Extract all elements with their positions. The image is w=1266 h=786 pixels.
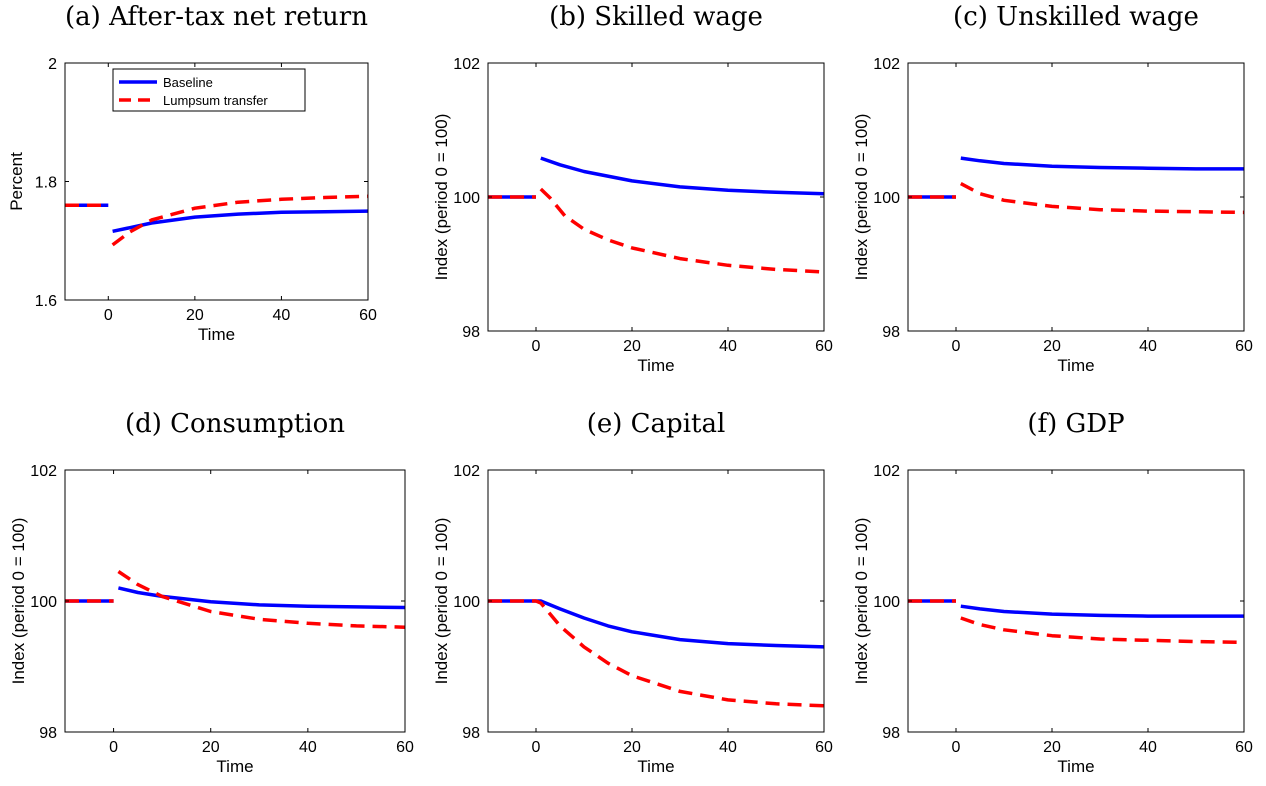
legend-box	[112, 68, 306, 112]
panel-title: (a) After-tax net return	[65, 2, 368, 32]
x-tick-label: 20	[623, 338, 641, 355]
baseline-line-segment-0	[488, 599, 824, 649]
x-tick-label: 20	[1043, 739, 1061, 756]
lumpsum-line-segment-1	[960, 616, 1244, 645]
legend: Baseline Lumpsum transfer	[112, 68, 306, 112]
x-tick-label: 20	[1043, 338, 1061, 355]
panel-title: (c) Unskilled wage	[953, 2, 1199, 32]
legend-baseline-label: Baseline	[163, 75, 213, 90]
x-tick-label: 40	[719, 739, 737, 756]
y-tick-label: 98	[882, 725, 900, 742]
panel-title: (f) GDP	[1027, 409, 1124, 439]
x-axis-label: Time	[216, 757, 253, 776]
x-tick-label: 40	[1139, 739, 1157, 756]
y-tick-label: 100	[30, 594, 57, 611]
x-axis-label: Time	[1057, 757, 1094, 776]
x-tick-label: 40	[299, 739, 317, 756]
x-tick-label: 60	[815, 739, 833, 756]
x-tick-label: 40	[273, 307, 291, 324]
panel-title: (e) Capital	[587, 409, 726, 439]
lumpsum-line-segment-1	[111, 194, 368, 247]
chart-panel-6: (f) GDP 0 20 40 60 98 100 102 Time Index (period …	[852, 409, 1253, 776]
x-tick-label: 60	[1235, 338, 1253, 355]
x-tick-label: 40	[719, 338, 737, 355]
y-tick-label: 98	[39, 725, 57, 742]
y-axis-label: Percent	[7, 152, 26, 211]
y-tick-label: 1.8	[35, 175, 57, 192]
x-tick-label: 0	[104, 307, 113, 324]
y-tick-label: 102	[453, 463, 480, 480]
chart-panel-2: (b) Skilled wage 0 20 40 60 98 100 102 Time Index…	[432, 2, 833, 375]
baseline-line-segment-1	[960, 604, 1244, 618]
x-axis-label: Time	[637, 356, 674, 375]
x-axis-label: Time	[198, 325, 235, 344]
x-tick-label: 0	[532, 338, 541, 355]
panel-title: (b) Skilled wage	[549, 2, 763, 32]
y-axis-label: Index (period 0 = 100)	[852, 518, 871, 685]
x-tick-label: 60	[815, 338, 833, 355]
y-tick-label: 102	[873, 56, 900, 73]
chart-panel-3: (c) Unskilled wage 0 20 40 60 98 100 102 Time Ind…	[852, 2, 1253, 375]
axes-frame	[907, 62, 1245, 332]
x-tick-label: 0	[109, 739, 118, 756]
axes-frame	[487, 62, 825, 332]
y-tick-label: 102	[453, 56, 480, 73]
y-tick-label: 1.6	[35, 293, 57, 310]
y-tick-label: 100	[453, 190, 480, 207]
baseline-line-segment-1	[117, 586, 405, 610]
lumpsum-line-segment-1	[959, 182, 1244, 215]
axes-frame	[907, 469, 1245, 733]
x-tick-label: 20	[186, 307, 204, 324]
y-axis-label: Index (period 0 = 100)	[9, 518, 28, 685]
axes-frame	[64, 469, 406, 733]
y-tick-label: 98	[462, 725, 480, 742]
y-axis-label: Index (period 0 = 100)	[432, 114, 451, 281]
x-axis-label: Time	[1057, 356, 1094, 375]
lumpsum-line-segment-1	[539, 187, 824, 274]
x-tick-label: 40	[1139, 338, 1157, 355]
x-tick-label: 60	[1235, 739, 1253, 756]
baseline-line-segment-1	[960, 156, 1244, 171]
lumpsum-line-segment-1	[117, 570, 405, 629]
chart-panel-1: (a) After-tax net return 0 20 40 60 1.6 1.8 2 Ti…	[7, 2, 377, 344]
x-axis-label: Time	[637, 757, 674, 776]
x-tick-label: 0	[952, 338, 961, 355]
legend-lumpsum-label: Lumpsum transfer	[163, 93, 268, 108]
x-tick-label: 20	[623, 739, 641, 756]
chart-panel-5: (e) Capital 0 20 40 60 98 100 102 Time Index (per…	[432, 409, 833, 776]
x-tick-label: 0	[952, 739, 961, 756]
x-tick-label: 60	[396, 739, 414, 756]
y-tick-label: 100	[453, 594, 480, 611]
baseline-line-segment-1	[112, 209, 368, 234]
y-axis-label: Index (period 0 = 100)	[852, 114, 871, 281]
x-tick-label: 60	[359, 307, 377, 324]
baseline-line-segment-1	[540, 156, 824, 196]
y-tick-label: 100	[873, 190, 900, 207]
y-axis-label: Index (period 0 = 100)	[432, 518, 451, 685]
y-tick-label: 102	[30, 463, 57, 480]
y-tick-label: 98	[462, 324, 480, 341]
y-tick-label: 98	[882, 324, 900, 341]
chart-panel-4: (d) Consumption 0 20 40 60 98 100 102 Time Index …	[9, 409, 414, 776]
x-tick-label: 20	[202, 739, 220, 756]
lumpsum-line-segment-0	[488, 599, 824, 708]
y-tick-label: 100	[873, 594, 900, 611]
y-tick-label: 2	[48, 56, 57, 73]
panel-title: (d) Consumption	[125, 409, 345, 439]
y-tick-label: 102	[873, 463, 900, 480]
x-tick-label: 0	[532, 739, 541, 756]
